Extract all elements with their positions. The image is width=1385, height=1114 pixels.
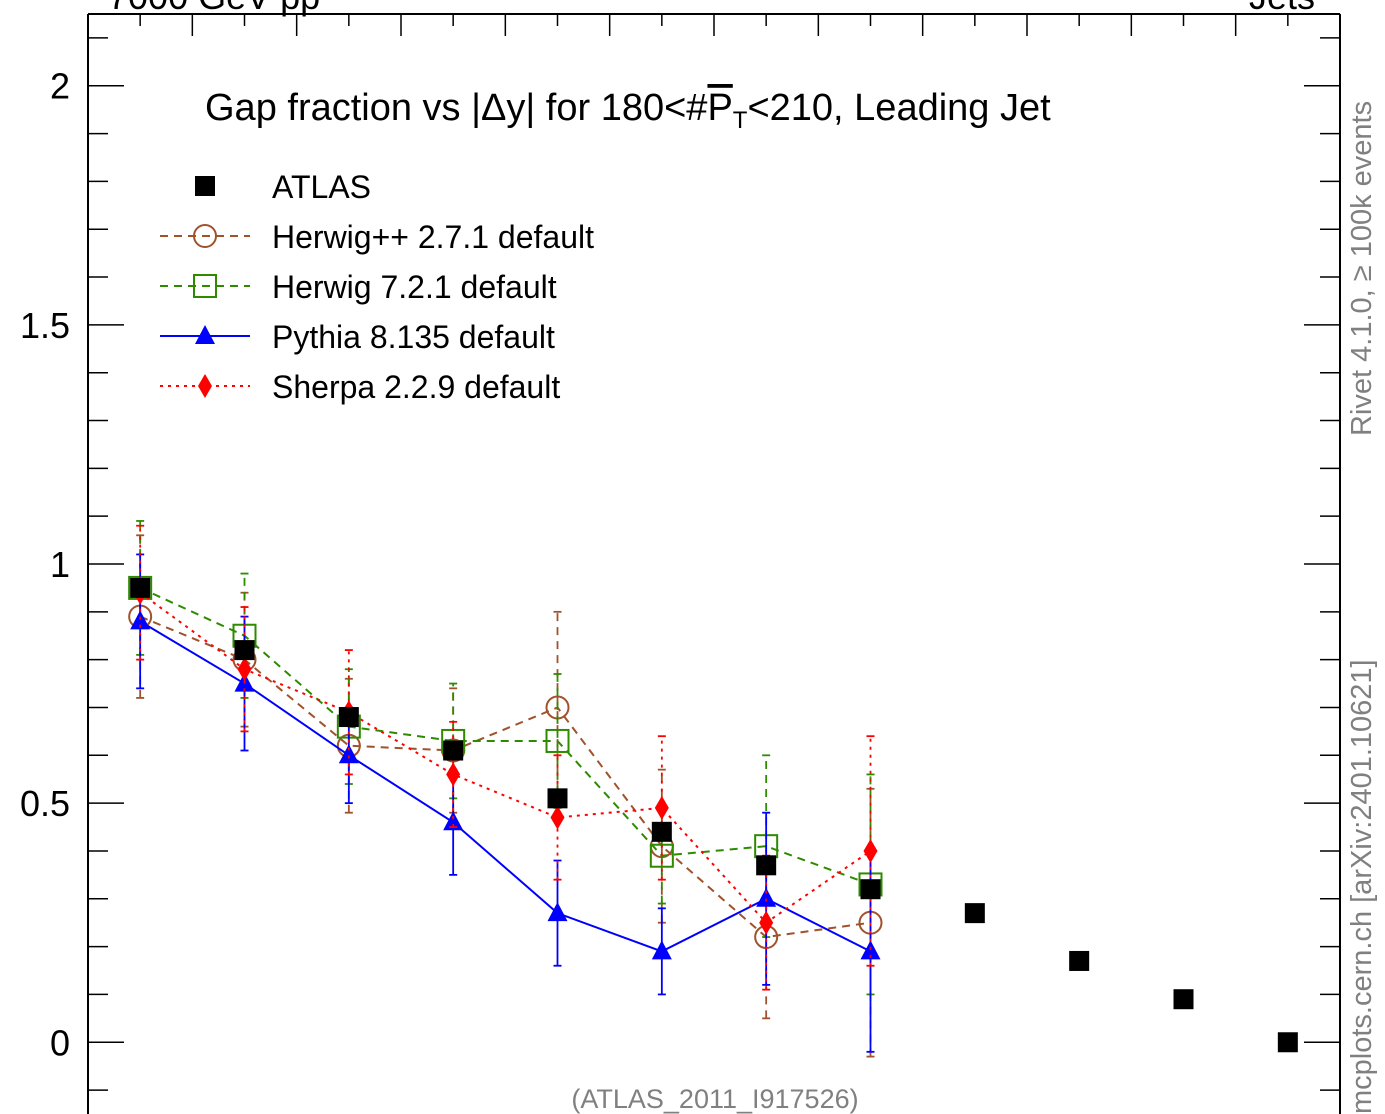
data-point [237, 657, 252, 682]
series-line [139, 587, 871, 886]
header-right-label: Jets [1249, 0, 1315, 18]
y-tick-label: 1 [50, 544, 70, 585]
legend-marker [195, 325, 215, 344]
data-point [443, 811, 464, 831]
data-point [756, 887, 777, 907]
data-point [545, 728, 570, 753]
data-point [651, 821, 672, 842]
analysis-id-label: (ATLAS_2011_I917526) [571, 1084, 858, 1114]
legend-label: ATLAS [272, 169, 371, 205]
series-1 [128, 534, 883, 1058]
data-point [860, 879, 881, 900]
rivet-version-label: Rivet 4.1.0, ≥ 100k events [1346, 100, 1378, 436]
data-point [338, 744, 359, 764]
y-tick-label: 0 [50, 1022, 70, 1063]
y-tick-labels: 0 0.5 1 1.5 2 [20, 66, 70, 1064]
data-point [547, 902, 568, 922]
data-point [130, 610, 151, 630]
legend-label: Sherpa 2.2.9 default [272, 369, 560, 405]
y-tick-label: 2 [50, 66, 70, 107]
data-point [964, 903, 985, 924]
legend-entry: Herwig 7.2.1 default [160, 269, 557, 305]
mcplots-label: mcplots.cern.ch [arXiv:2401.10621] [1346, 659, 1378, 1114]
data-point [1173, 989, 1194, 1010]
legend-label: Pythia 8.135 default [272, 319, 555, 355]
data-point [446, 762, 461, 787]
series-line [139, 620, 871, 953]
legend-marker [193, 274, 217, 298]
legend-marker [195, 176, 215, 196]
legend-entry: Pythia 8.135 default [160, 319, 555, 355]
data-point [443, 740, 464, 761]
series-line [139, 615, 871, 939]
data-point [338, 707, 359, 728]
axis-ticks [87, 14, 1341, 1091]
header-left-label: 7000 GeV pp [108, 0, 320, 18]
data-point [863, 838, 878, 863]
legend-label: Herwig++ 2.7.1 default [272, 219, 594, 255]
data-point [654, 795, 669, 820]
data-point [1069, 950, 1090, 971]
data-point [759, 910, 774, 935]
legend: ATLAS Herwig++ 2.7.1 default Herwig 7.2.1 … [160, 169, 594, 405]
legend-entry: Herwig++ 2.7.1 default [160, 219, 594, 255]
data-point [130, 577, 151, 598]
data-point [1277, 1032, 1298, 1053]
legend-marker [193, 224, 217, 248]
chart-title: Gap fraction vs |Δy| for 180<#PT<210, Le… [205, 87, 1051, 134]
legend-entry: Sherpa 2.2.9 default [160, 369, 560, 405]
series-0 [130, 577, 1298, 1053]
y-tick-label: 0.5 [20, 783, 70, 824]
data-point [756, 855, 777, 876]
legend-label: Herwig 7.2.1 default [272, 269, 557, 305]
data-point [550, 805, 565, 830]
legend-marker [198, 374, 212, 398]
y-tick-label: 1.5 [20, 305, 70, 346]
series-3 [130, 553, 881, 1053]
data-point [651, 940, 672, 960]
data-point [860, 940, 881, 960]
legend-entry: ATLAS [195, 169, 371, 205]
data-point [547, 788, 568, 809]
data-point [234, 640, 255, 661]
series-layer [128, 520, 1298, 1058]
